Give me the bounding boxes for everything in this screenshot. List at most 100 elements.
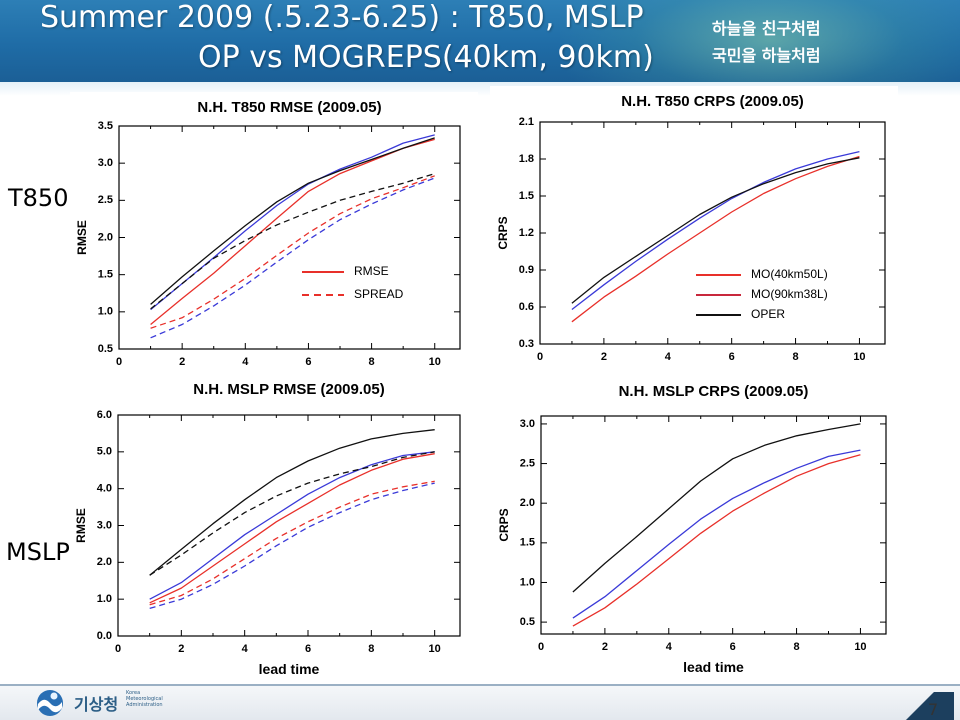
chart-title: N.H. T850 CRPS (2009.05) bbox=[621, 93, 804, 110]
x-tick-label: 0 bbox=[537, 351, 543, 363]
series-line-spread-4 bbox=[150, 177, 435, 339]
y-tick-label: 1.5 bbox=[98, 269, 113, 281]
x-tick-label: 0 bbox=[115, 643, 121, 655]
footer-corner-decoration bbox=[874, 692, 954, 720]
legend-label: MO(90km38L) bbox=[751, 287, 828, 301]
x-tick-label: 10 bbox=[854, 641, 866, 653]
series-line-2 bbox=[149, 429, 435, 576]
slide-title-line2: OP vs MOGREPS(40km, 90km) bbox=[198, 40, 654, 75]
legend-label: RMSE bbox=[354, 264, 389, 278]
x-tick-label: 2 bbox=[602, 641, 608, 653]
y-tick-label: 5.0 bbox=[97, 446, 112, 458]
kma-logo-text: 기상청 bbox=[74, 695, 119, 714]
y-tick-label: 1.0 bbox=[520, 576, 535, 588]
kma-logo-icon bbox=[37, 690, 63, 716]
y-tick-label: 0.3 bbox=[519, 338, 534, 350]
y-tick-label: 0.5 bbox=[520, 616, 535, 628]
y-tick-label: 2.5 bbox=[98, 194, 113, 206]
y-tick-label: 4.0 bbox=[97, 483, 112, 495]
y-tick-label: 1.8 bbox=[519, 153, 534, 165]
chart-title: N.H. T850 RMSE (2009.05) bbox=[197, 99, 381, 116]
series-line-spread-5 bbox=[149, 451, 435, 576]
mslp-rmse-chart: N.H. MSLP RMSE (2009.05) 0 2 4 6 8 10 0.0 1.0 2.0… bbox=[74, 381, 461, 677]
series-line-0 bbox=[150, 138, 435, 326]
plot-frame bbox=[539, 121, 886, 345]
series-line-0 bbox=[149, 453, 435, 604]
x-tick-label: 4 bbox=[242, 356, 249, 368]
y-axis-label: CRPS bbox=[497, 508, 511, 541]
kma-logo-subtext: Korea Meteorological Administration bbox=[126, 690, 163, 708]
y-tick-label: 0.6 bbox=[519, 301, 534, 313]
series-line-spread-5 bbox=[150, 172, 435, 310]
y-tick-label: 2.1 bbox=[519, 116, 534, 128]
mslp-crps-chart: N.H. MSLP CRPS (2009.05) 0 2 4 6 8 10 0.5 1.0 1.5… bbox=[497, 383, 887, 675]
series-line-2 bbox=[571, 157, 860, 304]
x-tick-label: 10 bbox=[853, 351, 865, 363]
x-tick-label: 8 bbox=[369, 356, 375, 368]
x-tick-label: 6 bbox=[729, 351, 735, 363]
title-banner: Summer 2009 (.5.23-6.25) : T850, MSLP OP… bbox=[0, 0, 960, 82]
y-tick-label: 1.5 bbox=[519, 190, 534, 202]
series-line-1 bbox=[572, 449, 861, 619]
y-tick-label: 1.5 bbox=[520, 537, 535, 549]
y-tick-label: 0.0 bbox=[97, 630, 112, 642]
mslp-crps-panel: N.H. MSLP CRPS (2009.05) 0 2 4 6 8 10 0.5 1.0 1.5… bbox=[490, 378, 898, 686]
x-tick-label: 6 bbox=[730, 641, 736, 653]
x-tick-label: 2 bbox=[179, 356, 185, 368]
chart-title: N.H. MSLP CRPS (2009.05) bbox=[619, 383, 809, 400]
t850-rmse-panel: N.H. T850 RMSE (2009.05) 0 2 4 6 8 10 0.5 1.0 1.5… bbox=[70, 92, 478, 392]
x-tick-label: 10 bbox=[429, 356, 441, 368]
series-line-0 bbox=[571, 155, 860, 323]
x-tick-label: 8 bbox=[793, 641, 799, 653]
series-line-1 bbox=[571, 150, 860, 311]
plot-frame bbox=[118, 125, 461, 350]
slide-title-line1: Summer 2009 (.5.23-6.25) : T850, MSLP bbox=[40, 0, 644, 35]
slogan-line2: 국민을 하늘처럼 bbox=[712, 46, 821, 65]
y-tick-label: 1.0 bbox=[97, 593, 112, 605]
x-axis-label: lead time bbox=[683, 659, 744, 675]
slogan-line1: 하늘을 친구처럼 bbox=[712, 19, 821, 38]
y-tick-label: 3.0 bbox=[520, 418, 535, 430]
y-tick-label: 1.0 bbox=[98, 306, 113, 318]
x-tick-label: 8 bbox=[368, 643, 374, 655]
y-tick-label: 2.0 bbox=[520, 497, 535, 509]
x-tick-label: 0 bbox=[116, 356, 122, 368]
y-axis-label: CRPS bbox=[496, 216, 510, 249]
y-tick-label: 3.5 bbox=[98, 120, 113, 132]
y-tick-label: 1.2 bbox=[519, 227, 534, 239]
y-tick-label: 3.0 bbox=[97, 519, 112, 531]
y-tick-label: 6.0 bbox=[97, 409, 112, 421]
row-label-mslp: MSLP bbox=[6, 538, 70, 566]
banner-glow bbox=[560, 0, 960, 82]
series-line-spread-4 bbox=[149, 482, 435, 610]
page-number: 7 bbox=[928, 700, 939, 719]
series-line-1 bbox=[150, 134, 435, 311]
mslp-rmse-panel: N.H. MSLP RMSE (2009.05) 0 2 4 6 8 10 0.0 1.0 2.0… bbox=[70, 376, 478, 684]
y-tick-label: 2.5 bbox=[520, 457, 535, 469]
chart-title: N.H. MSLP RMSE (2009.05) bbox=[193, 381, 384, 398]
series-line-1 bbox=[149, 451, 435, 600]
y-tick-label: 2.0 bbox=[98, 231, 113, 243]
y-tick-label: 3.0 bbox=[98, 157, 113, 169]
series-line-0 bbox=[572, 454, 861, 627]
y-tick-label: 0.9 bbox=[519, 264, 534, 276]
legend-label: MO(40km50L) bbox=[751, 267, 828, 281]
plot-frame bbox=[540, 415, 887, 635]
x-tick-label: 0 bbox=[538, 641, 544, 653]
t850-rmse-chart: N.H. T850 RMSE (2009.05) 0 2 4 6 8 10 0.5 1.0 1.5… bbox=[75, 99, 461, 368]
x-tick-label: 10 bbox=[429, 643, 441, 655]
t850-crps-chart: N.H. T850 CRPS (2009.05) 0 2 4 6 8 10 0.3 0.6 0.9… bbox=[496, 93, 886, 363]
x-tick-label: 6 bbox=[305, 643, 311, 655]
row-label-t850: T850 bbox=[8, 184, 69, 212]
series-line-2 bbox=[572, 423, 861, 593]
x-axis-label: lead time bbox=[259, 661, 320, 677]
t850-crps-panel: N.H. T850 CRPS (2009.05) 0 2 4 6 8 10 0.3 0.6 0.9… bbox=[490, 86, 898, 394]
footer-divider bbox=[0, 684, 960, 686]
y-tick-label: 2.0 bbox=[97, 556, 112, 568]
x-tick-label: 4 bbox=[242, 643, 249, 655]
series-line-2 bbox=[150, 137, 435, 305]
x-tick-label: 8 bbox=[792, 351, 798, 363]
x-tick-label: 2 bbox=[601, 351, 607, 363]
y-tick-label: 0.5 bbox=[98, 343, 113, 355]
x-tick-label: 6 bbox=[305, 356, 311, 368]
